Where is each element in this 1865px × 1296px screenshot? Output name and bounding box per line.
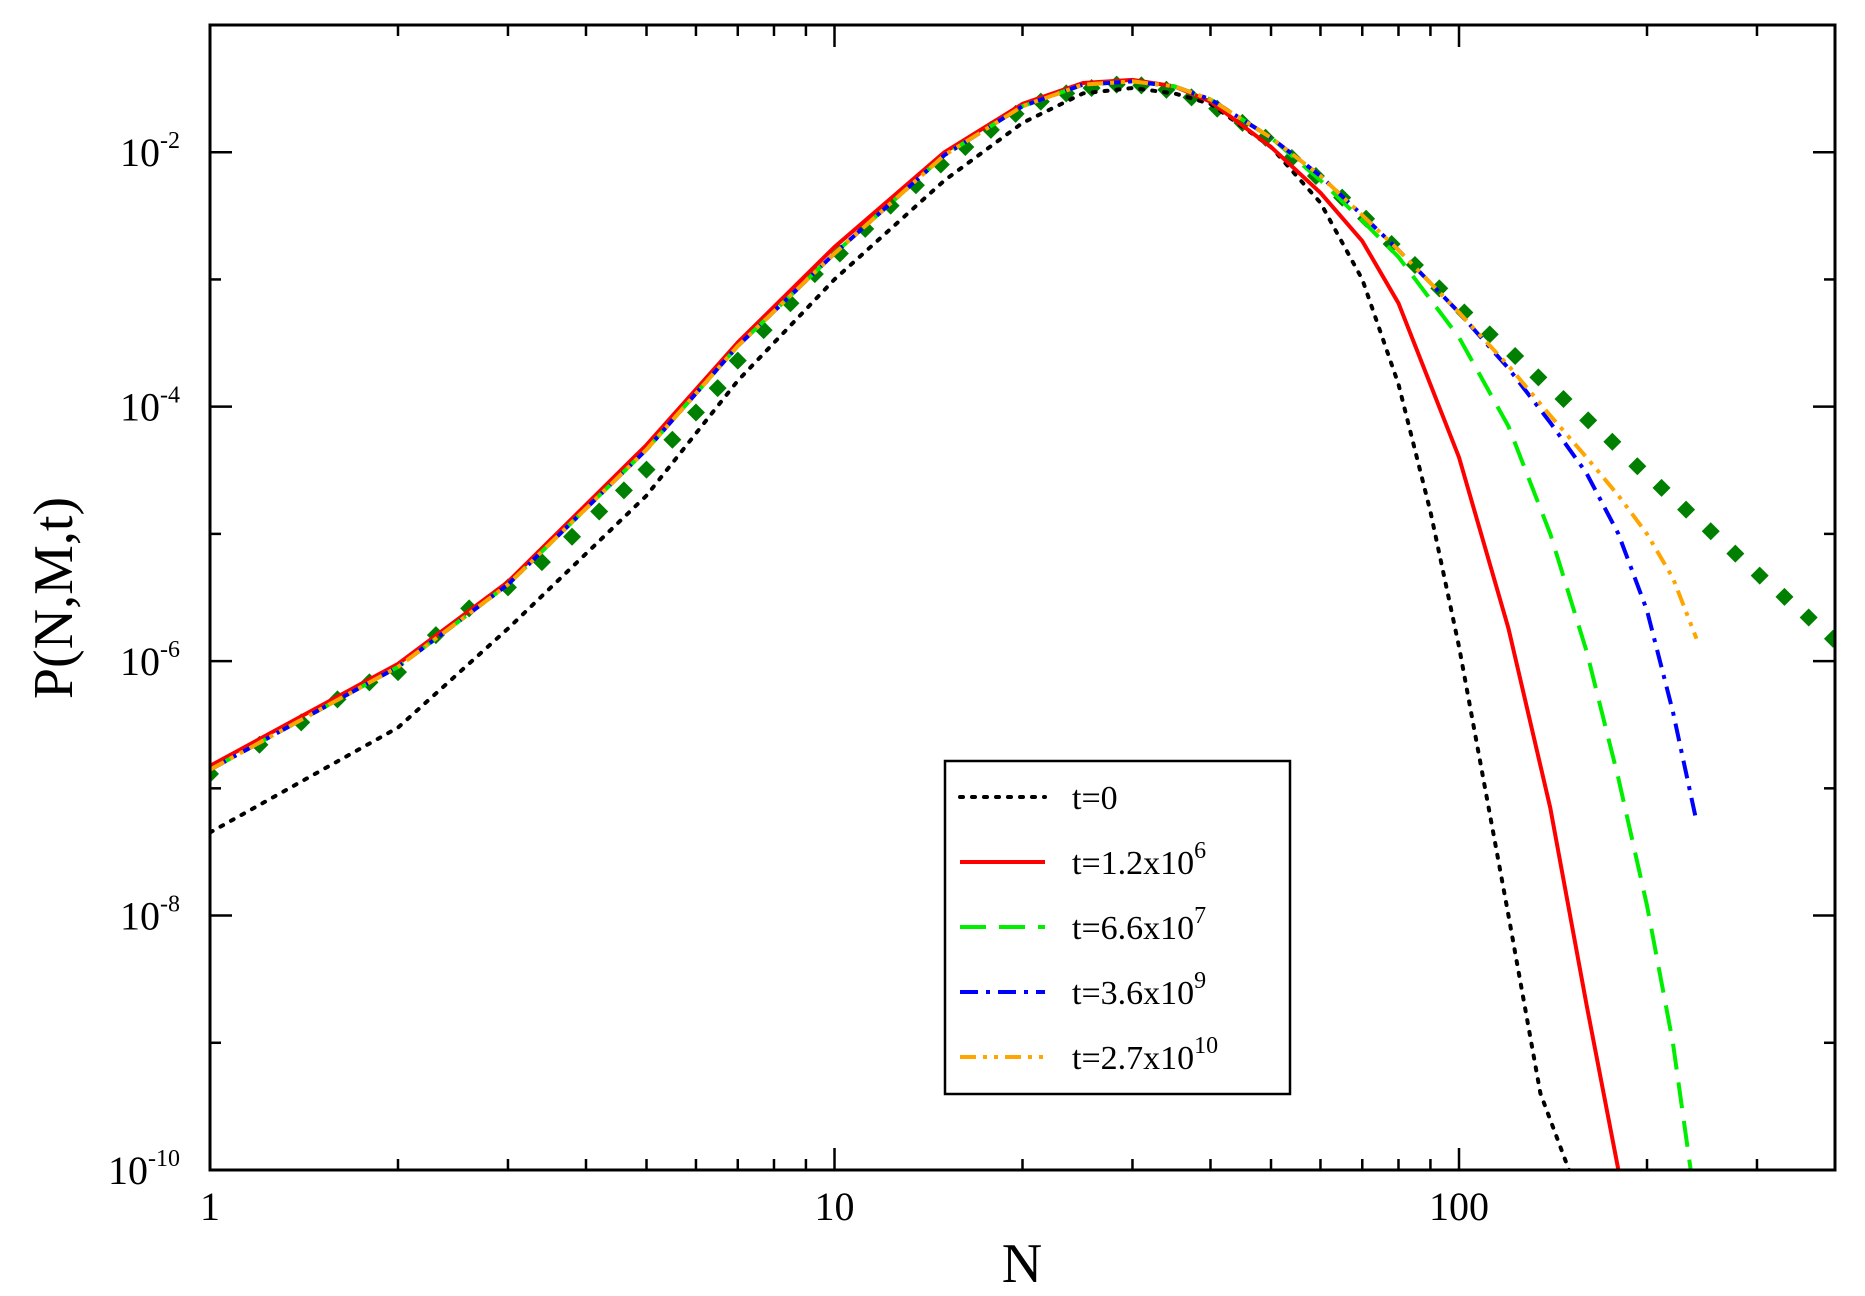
- diamond-marker: [1554, 389, 1573, 408]
- diamond-marker: [1775, 587, 1794, 606]
- x-axis-title: N: [1002, 1233, 1042, 1295]
- diamond-marker: [1677, 500, 1696, 519]
- y-tick-label: 10-2: [120, 128, 180, 175]
- legend-entries: t=0 t=1.2x106 t=6.6x107 t=3.6x109 t=2.7x1010: [958, 780, 1218, 1077]
- series-layer: [210, 75, 1835, 1170]
- x-tick-label: 10: [815, 1184, 855, 1229]
- diamond-marker: [1455, 303, 1474, 322]
- series-t-6-6x10-7: [210, 79, 1693, 1170]
- x-tick-label: 100: [1429, 1184, 1489, 1229]
- legend-label-t-6-6x10-7: t=6.6x107: [1072, 903, 1206, 947]
- diamond-marker: [830, 244, 849, 263]
- diamond-marker: [686, 403, 705, 422]
- diamond-marker: [1430, 279, 1449, 298]
- diamond-marker: [1701, 522, 1720, 541]
- series-t-0: [210, 86, 1571, 1170]
- x-tick-label: 1: [200, 1184, 220, 1229]
- diamond-marker: [637, 460, 656, 479]
- legend-label-t-1-2x10-6: t=1.2x106: [1072, 838, 1206, 882]
- diamond-marker: [1750, 566, 1769, 585]
- diamond-marker: [590, 502, 609, 521]
- y-tick-label: 10-4: [120, 383, 180, 430]
- diamond-marker: [1506, 347, 1525, 366]
- diamond-marker: [1799, 608, 1818, 627]
- series-t-2-7x10-10: [210, 79, 1699, 772]
- legend-label-t-0: t=0: [1072, 780, 1118, 817]
- diamond-marker: [663, 430, 682, 449]
- diamond-marker: [1603, 432, 1622, 451]
- legend: t=0 t=1.2x106 t=6.6x107 t=3.6x109 t=2.7x1010: [943, 759, 1292, 1096]
- diamond-marker: [1726, 544, 1745, 563]
- y-tick-label: 10-10: [108, 1146, 180, 1193]
- diamond-marker: [1579, 411, 1598, 430]
- diamond-marker: [1823, 629, 1835, 648]
- legend-label-t-2-7x10-10: t=2.7x1010: [1072, 1033, 1218, 1077]
- diamond-marker: [1529, 368, 1548, 387]
- diamond-marker: [1628, 457, 1647, 476]
- diamond-marker: [563, 527, 582, 546]
- series-t-3-6x10-9: [210, 79, 1699, 822]
- legend-label-t-3-6x10-9: t=3.6x109: [1072, 968, 1206, 1012]
- y-axis-title: P(N,M,t): [23, 497, 85, 699]
- plot-frame: [208, 23, 1837, 1172]
- diamond-marker: [614, 481, 633, 500]
- y-tick-label: 10-6: [120, 637, 180, 684]
- diamond-marker: [728, 351, 747, 370]
- diamond-marker: [708, 379, 727, 398]
- y-tick-label: 10-8: [120, 892, 180, 939]
- diamond-marker: [1480, 325, 1499, 344]
- diamond-marker: [1652, 478, 1671, 497]
